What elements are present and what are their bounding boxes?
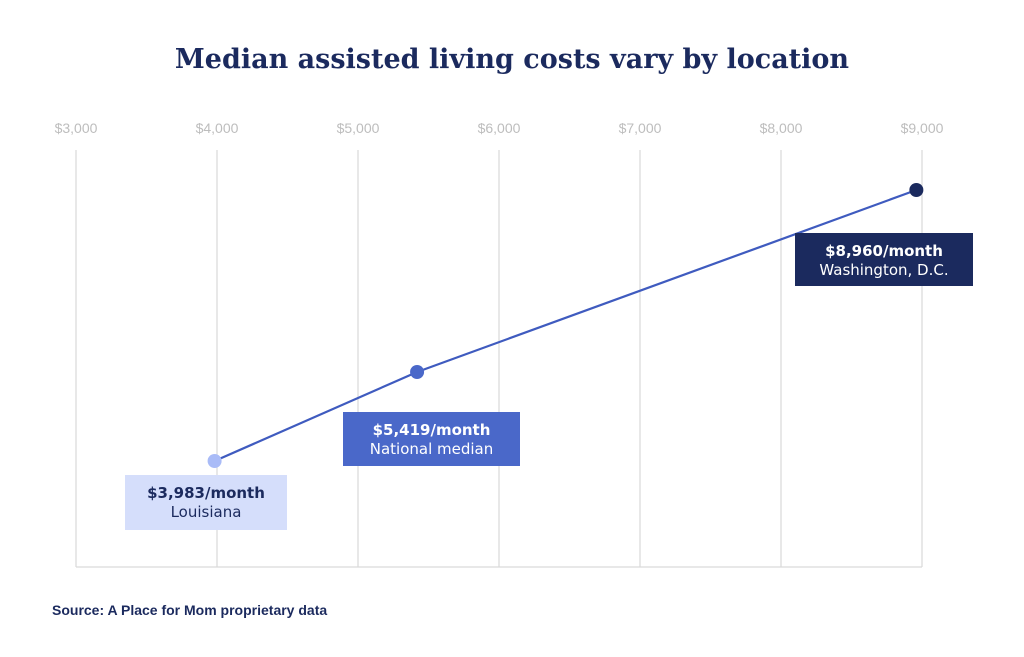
callout-location: Washington, D.C. [819, 261, 949, 279]
callout-louisiana: $3,983/month Louisiana [125, 475, 287, 530]
callout-value: $5,419/month [372, 421, 491, 439]
x-tick-label: $7,000 [619, 120, 662, 136]
data-line [214, 188, 917, 463]
callout-location: National median [369, 440, 494, 458]
series-line [214, 188, 917, 463]
data-points [207, 183, 924, 468]
x-tick-label: $8,000 [760, 120, 803, 136]
x-tick-label: $3,000 [55, 120, 98, 136]
callout-location: Louisiana [170, 503, 242, 521]
chart-title: Median assisted living costs vary by loc… [174, 44, 850, 75]
data-point [207, 454, 222, 468]
x-tick-label: $9,000 [901, 120, 944, 136]
x-tick-label: $6,000 [478, 120, 521, 136]
x-tick-labels: $3,000 $4,000 $5,000 $6,000 $7,000 $8,000 $9,0… [55, 120, 944, 136]
grid-lines [75, 150, 923, 568]
data-point [909, 183, 924, 197]
source-note: Source: A Place for Mom proprietary data [52, 602, 328, 618]
callout-value: $3,983/month [147, 484, 265, 502]
callout-value: $8,960/month [825, 242, 943, 260]
x-tick-label: $5,000 [337, 120, 380, 136]
x-tick-label: $4,000 [196, 120, 239, 136]
data-point [410, 365, 425, 379]
callout-national-median: $5,419/month National median [343, 412, 520, 466]
callout-washington-dc: $8,960/month Washington, D.C. [795, 233, 973, 286]
